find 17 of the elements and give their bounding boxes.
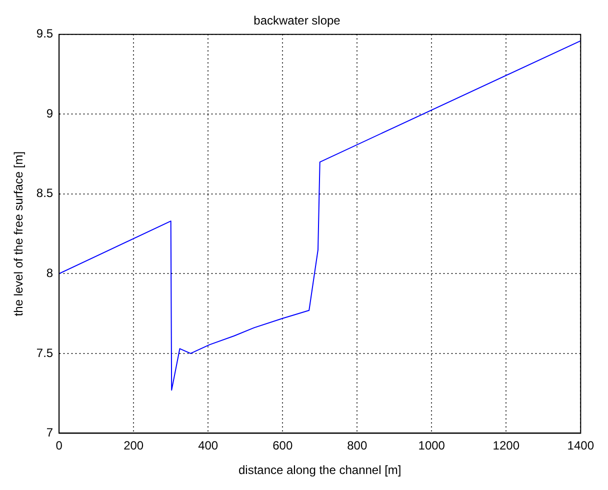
x-tick-label: 800 — [347, 438, 368, 453]
x-tick-label: 1400 — [567, 438, 594, 453]
y-tick-label: 7 — [46, 426, 54, 440]
x-tick-label: 0 — [56, 438, 63, 453]
chart-title: backwater slope — [254, 14, 341, 28]
y-tick-label: 8 — [46, 266, 54, 280]
x-tick-label: 600 — [272, 438, 293, 453]
x-axis-title: distance along the channel [m] — [238, 463, 402, 478]
x-tick-label: 200 — [124, 438, 144, 453]
x-tick-label: 1000 — [418, 438, 446, 453]
y-tick-label: 9 — [46, 106, 54, 120]
y-tick-label: 9.5 — [36, 26, 54, 41]
x-tick-label: 400 — [198, 438, 218, 453]
y-axis-title: the level of the free surface [m] — [12, 151, 26, 316]
x-tick-label: 1200 — [492, 438, 520, 453]
y-tick-label: 8.5 — [36, 186, 54, 200]
y-tick-label: 7.5 — [36, 346, 54, 360]
